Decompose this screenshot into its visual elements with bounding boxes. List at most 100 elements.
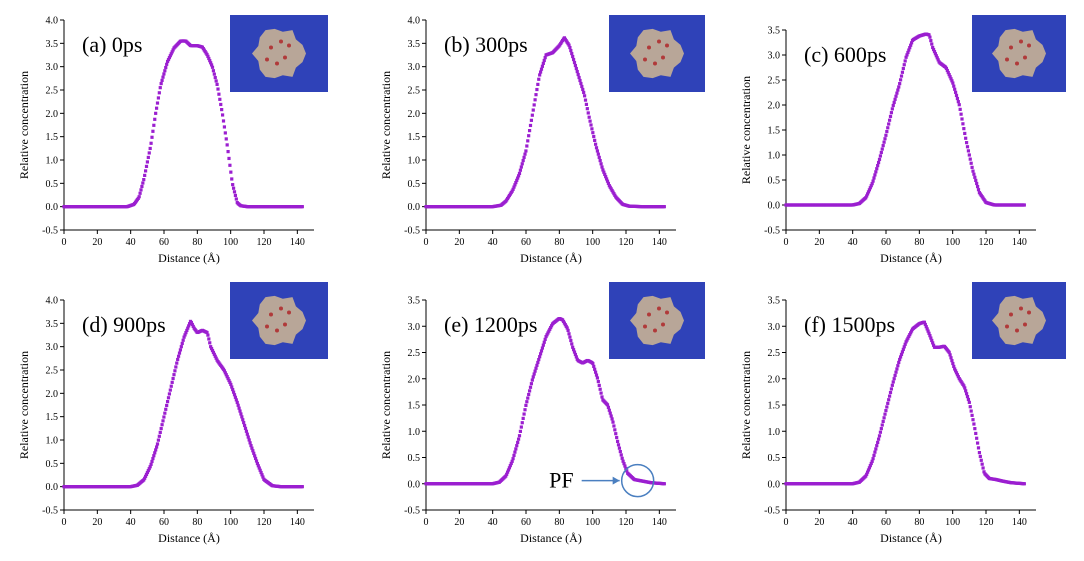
data-point [174,365,178,369]
data-point [143,169,148,173]
data-point [528,385,533,389]
data-point [524,149,528,153]
data-point [928,334,932,338]
data-point [620,456,624,460]
data-point [154,106,159,110]
data-point [148,465,152,469]
data-point [929,39,933,43]
data-point [570,51,574,56]
data-point [891,103,895,108]
data-point [970,413,974,417]
data-point [568,45,572,50]
data-point [604,175,608,179]
data-point [236,403,240,407]
data-point [865,194,869,198]
x-tick-label: 140 [652,237,667,248]
data-point [224,137,228,141]
x-tick-label: 20 [454,517,464,528]
data-point [511,187,515,191]
y-tick-label: -0.5 [42,506,58,517]
data-point [610,188,614,193]
data-point [181,338,185,342]
data-point [516,174,521,178]
data-point [182,335,186,339]
data-point [190,322,194,327]
atom-marker [643,324,647,329]
data-point [662,482,666,486]
data-point [569,338,573,343]
data-point [532,103,536,107]
data-point [161,75,165,79]
data-point [220,113,225,117]
data-point [591,131,595,135]
data-point [163,69,167,73]
data-point [964,392,969,396]
y-tick-label: 1.5 [46,412,59,423]
data-point [947,73,951,77]
atom-marker [665,310,669,315]
data-point [591,361,595,366]
y-tick-label: -0.5 [404,226,420,237]
data-point [890,107,894,111]
data-point [525,400,529,404]
y-tick-label: 2.5 [768,76,781,87]
x-axis-title: Distance (Å) [880,531,942,545]
data-point [258,468,262,472]
y-axis-title: Relative concentration [739,351,753,459]
data-point [974,178,978,183]
data-point [927,33,931,37]
data-point [566,328,570,333]
data-point [530,378,534,382]
data-point [881,144,885,148]
y-tick-label: 1.0 [46,436,59,447]
data-point [598,387,602,391]
data-point [208,341,212,345]
y-tick-label: 2.5 [408,348,421,359]
data-point [172,373,176,377]
data-point [539,67,544,71]
data-point [214,356,218,360]
data-point [876,164,880,168]
data-point [606,181,611,186]
data-point [237,406,241,410]
y-tick-label: 2.0 [408,374,421,385]
atom-marker [279,39,283,44]
data-point [885,129,889,134]
data-point [164,65,168,70]
data-point [235,400,239,405]
chart-panel: 0 20 40 60 80 100 120 140 -0.5 0.0 0.5 1.0 1.5 2.0 2.5… [17,282,328,545]
data-point [239,412,243,416]
data-point [575,69,579,74]
data-point [976,188,981,192]
data-point [538,70,543,74]
y-tick-label: 3.0 [46,342,59,353]
data-point [952,364,956,369]
data-point [928,35,932,39]
data-point [222,369,227,373]
data-point [563,323,567,327]
data-point [573,352,578,357]
data-point [151,456,155,461]
y-tick-label: 3.0 [408,62,421,73]
data-point [228,163,232,167]
x-axis-title: Distance (Å) [158,251,220,265]
x-tick-label: 100 [585,237,600,248]
data-point [979,458,983,462]
data-point [882,140,886,144]
data-point [896,364,900,368]
x-tick-label: 100 [223,517,238,528]
data-point [152,454,156,458]
x-tick-label: 40 [488,517,498,528]
y-tick-label: 4.0 [46,296,59,307]
chart-panel: 0 20 40 60 80 100 120 140 -0.5 0.0 0.5 1.0 1.5 2.0 2.5… [739,282,1066,545]
data-point [165,62,169,66]
x-tick-label: 80 [554,517,564,528]
y-tick-label: 3.5 [408,296,421,307]
data-point [543,337,547,341]
data-point [888,114,893,119]
y-tick-label: 0.5 [46,459,59,470]
data-point [870,182,874,186]
data-point [516,437,521,441]
data-point [261,475,265,479]
data-point [966,149,971,153]
